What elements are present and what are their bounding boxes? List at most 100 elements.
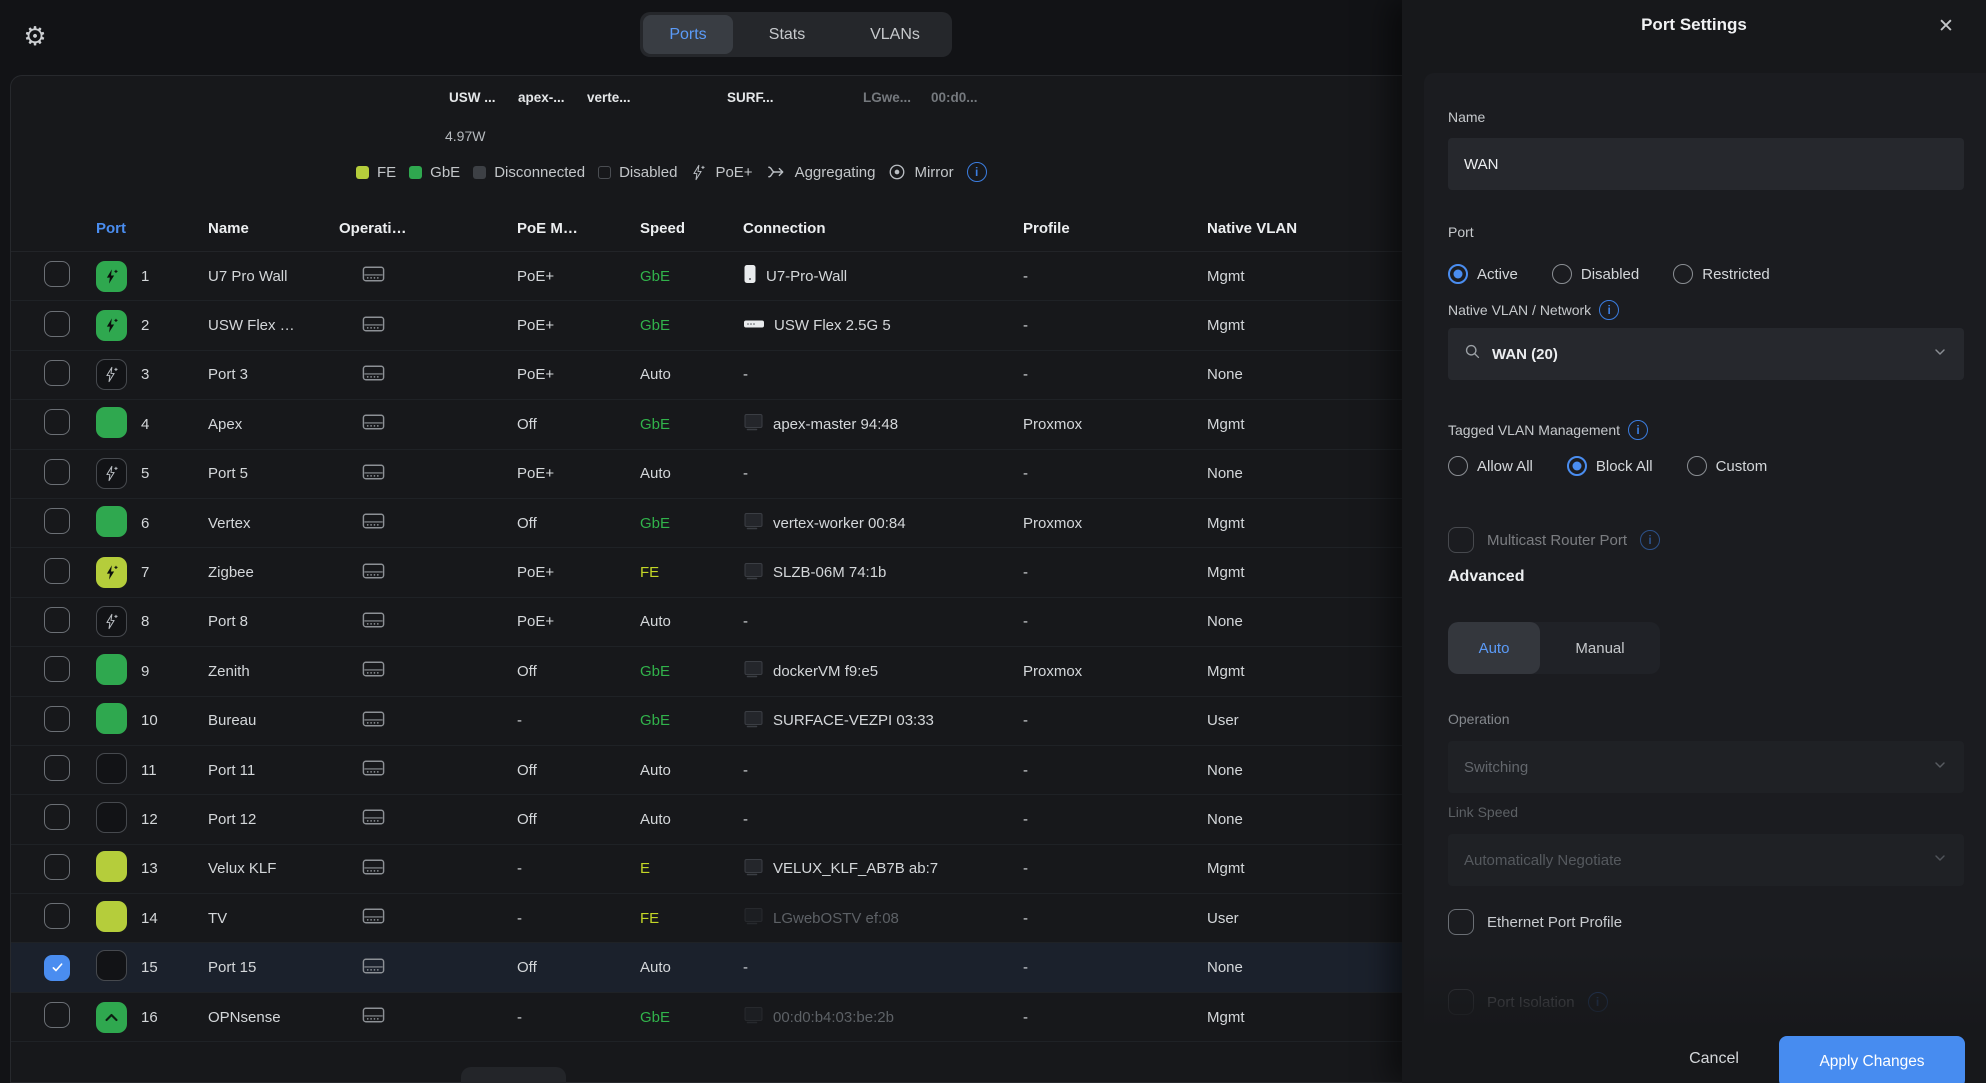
multicast-label: Multicast Router Port [1487,532,1627,549]
poe-mode: PoE+ [517,366,640,383]
connection-cell: USW Flex 2.5G 5 [743,317,1023,334]
port-state-radio-restricted[interactable]: Restricted [1673,264,1770,284]
port-speed: GbE [640,712,743,729]
view-tabs: PortsStatsVLANs [640,12,952,57]
row-checkbox[interactable] [44,903,70,929]
port-isolation-info-icon[interactable]: i [1588,992,1608,1012]
row-checkbox[interactable] [44,360,70,386]
port-state-radio-disabled[interactable]: Disabled [1552,264,1639,284]
port-isolation-checkbox[interactable] [1448,989,1474,1015]
row-checkbox[interactable] [44,755,70,781]
connection-device-icon-client [743,1006,764,1028]
port-number: 12 [141,811,208,828]
connection-name: apex-master 94:48 [773,416,898,433]
multicast-router-port-checkbox-row[interactable]: Multicast Router Port i [1448,527,1964,553]
tab-vlans[interactable]: VLANs [841,15,949,54]
multicast-info-icon[interactable]: i [1640,530,1660,550]
port-name: Port 8 [208,613,339,630]
link-speed-select[interactable]: Automatically Negotiate [1448,834,1964,886]
port-speed: Auto [640,465,743,482]
poe-mode: - [517,712,640,729]
header-poe-mode[interactable]: PoE M… [517,220,640,237]
header-profile[interactable]: Profile [1023,220,1207,237]
port-status-icon-link-gbe [96,703,127,734]
advanced-heading: Advanced [1448,568,1964,586]
poe-mode: Off [517,811,640,828]
row-checkbox[interactable] [44,1002,70,1028]
name-label: Name [1448,109,1964,125]
header-connection[interactable]: Connection [743,220,1023,237]
connection-name: - [743,613,748,630]
chevron-down-icon [1932,850,1948,871]
connection-cell: apex-master 94:48 [743,413,1023,435]
native-vlan-info-icon[interactable]: i [1599,300,1619,320]
tab-stats[interactable]: Stats [733,15,841,54]
connection-cell: - [743,613,1023,630]
row-checkbox[interactable] [44,607,70,633]
connection-device-icon-client [743,710,764,732]
connection-name: - [743,762,748,779]
apply-changes-button[interactable]: Apply Changes [1779,1036,1965,1083]
port-isolation-label: Port Isolation [1487,994,1575,1011]
header-speed[interactable]: Speed [640,220,743,237]
row-checkbox[interactable] [44,854,70,880]
port-name: U7 Pro Wall [208,268,339,285]
tagged-vlan-radio-custom[interactable]: Custom [1687,456,1768,476]
table-footer-button[interactable] [461,1067,566,1083]
poe-mode: PoE+ [517,613,640,630]
row-checkbox[interactable] [44,656,70,682]
operation-switching-icon [361,561,386,581]
row-checkbox[interactable] [44,261,70,287]
port-speed: E [640,860,743,877]
tagged-vlan-radio-block-all[interactable]: Block All [1567,456,1653,476]
connection-cell: - [743,465,1023,482]
legend-item-swatch-disconnected: Disconnected [473,164,585,181]
header-port[interactable]: Port [96,220,141,237]
tab-ports[interactable]: Ports [643,15,733,54]
port-isolation-checkbox-row[interactable]: Port Isolation i [1448,989,1964,1015]
poe-mode: Off [517,416,640,433]
connection-cell: VELUX_KLF_AB7B ab:7 [743,858,1023,880]
port-name: Zenith [208,663,339,680]
legend-item-info: i [967,162,987,182]
multicast-checkbox[interactable] [1448,527,1474,553]
row-checkbox[interactable] [44,955,70,981]
native-vlan-value: WAN (20) [1492,346,1921,363]
tagged-vlan-info-icon[interactable]: i [1628,420,1648,440]
row-checkbox[interactable] [44,706,70,732]
row-checkbox[interactable] [44,508,70,534]
settings-gear-icon[interactable]: ⚙ [18,20,52,54]
operation-switching-icon [361,857,386,877]
row-checkbox[interactable] [44,558,70,584]
native-vlan-label: Native VLAN / Network i [1448,300,1964,320]
legend-info-icon[interactable]: i [967,162,987,182]
port-settings-form: Name Port ActiveDisabledRestricted Nativ… [1424,73,1986,1083]
ethernet-port-profile-checkbox-row[interactable]: Ethernet Port Profile [1448,909,1964,935]
operation-switching-icon [361,412,386,432]
profile-cell: - [1023,762,1207,779]
row-checkbox[interactable] [44,459,70,485]
port-status-icon-link-fe [96,901,127,932]
tagged-vlan-radio-allow-all[interactable]: Allow All [1448,456,1533,476]
header-name[interactable]: Name [208,220,339,237]
native-vlan-select[interactable]: WAN (20) [1448,328,1964,380]
radio-label: Allow All [1477,458,1533,475]
row-checkbox[interactable] [44,409,70,435]
port-legend: FEGbEDisconnectedDisabledPoE+Aggregating… [356,159,987,185]
port-state-radio-active[interactable]: Active [1448,264,1518,284]
advanced-mode-auto[interactable]: Auto [1448,622,1540,674]
cancel-button[interactable]: Cancel [1664,1044,1764,1074]
operation-select[interactable]: Switching [1448,741,1964,793]
header-operation[interactable]: Operati… [339,220,517,237]
profile-cell: - [1023,366,1207,383]
row-checkbox[interactable] [44,311,70,337]
close-icon[interactable]: ✕ [1932,12,1960,40]
name-input[interactable] [1448,138,1964,190]
ethernet-profile-checkbox[interactable] [1448,909,1474,935]
port-name: Port 11 [208,762,339,779]
row-checkbox[interactable] [44,804,70,830]
advanced-mode-manual[interactable]: Manual [1540,622,1660,674]
poe-mode: - [517,910,640,927]
port-speed: FE [640,910,743,927]
port-speed: Auto [640,762,743,779]
